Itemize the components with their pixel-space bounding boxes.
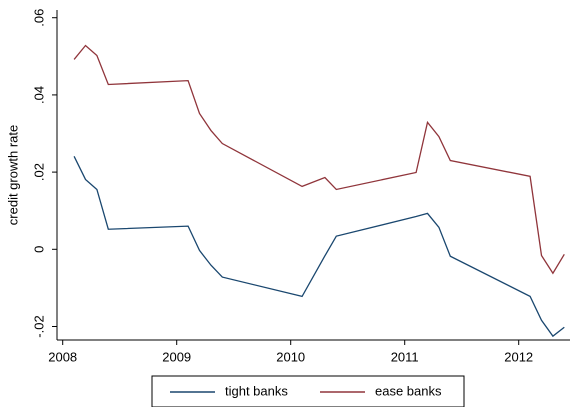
x-tick-label: 2010	[276, 349, 305, 364]
y-tick-label: .02	[31, 163, 46, 181]
x-tick-label: 2011	[391, 349, 419, 364]
legend-label: ease banks	[375, 383, 442, 398]
data-line	[73, 155, 565, 338]
y-tick-label: -.02	[31, 315, 46, 337]
y-tick-label: .04	[31, 86, 46, 104]
x-tick-label: 2012	[504, 349, 533, 364]
x-tick-label: 2008	[48, 349, 77, 364]
y-tick-label: 0	[31, 246, 46, 253]
data-line	[73, 44, 565, 275]
legend-label: tight banks	[225, 383, 288, 398]
x-tick-label: 2009	[162, 349, 191, 364]
y-axis-label: credit growth rate	[5, 125, 20, 225]
y-tick-label: .06	[31, 9, 46, 27]
